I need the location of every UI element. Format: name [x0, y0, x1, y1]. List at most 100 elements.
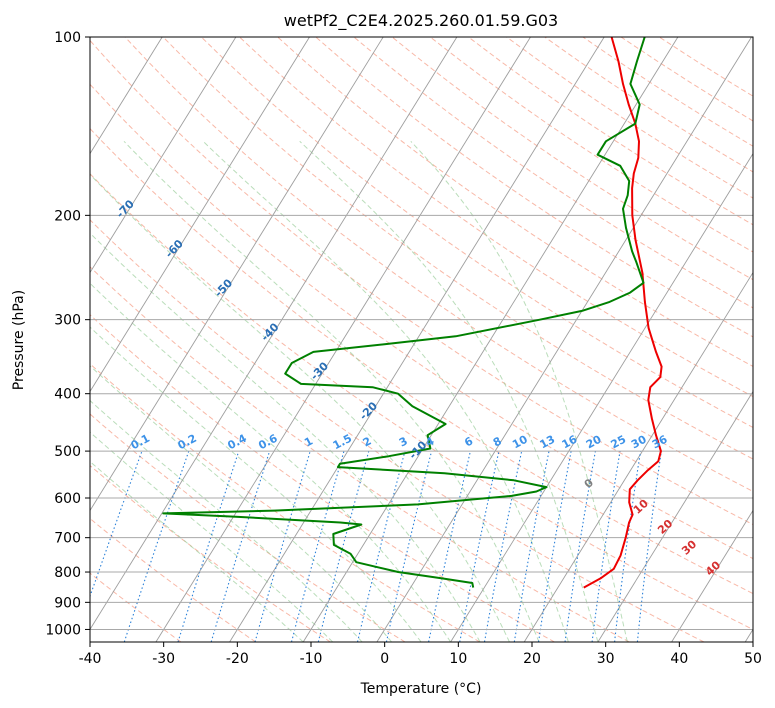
dry-adiabat-line	[90, 219, 705, 642]
moist-adiabat-line	[90, 431, 334, 642]
x-tick-label: 30	[597, 651, 615, 667]
dry-adiabat-line	[90, 517, 256, 642]
isotherm-line	[671, 509, 753, 642]
mixing-ratio-line	[614, 451, 642, 642]
x-tick-label: -10	[300, 651, 323, 667]
plot-frame	[89, 36, 754, 643]
dry-adiabat-line	[506, 37, 753, 199]
y-tick-label: 600	[54, 491, 81, 507]
dry-adiabat-line	[658, 37, 753, 97]
pressure-grid	[90, 37, 753, 630]
isotherm-line	[90, 37, 458, 631]
mixing-ratio-line	[290, 450, 345, 642]
isotherm-line	[229, 37, 605, 642]
isotherm-line	[597, 390, 753, 642]
mixing-ratio-label: 30	[629, 433, 649, 452]
background-line-labels: 0.1 0.2 0.4 0.6 1 1.5 2 3 4 6 8 10 13 16 20 25 30 3601020…	[64, 159, 724, 578]
dry-adiabat-line	[429, 37, 753, 253]
dry-adiabat-line	[90, 314, 555, 642]
mixing-ratio-line	[317, 450, 370, 642]
sounding-series	[162, 37, 663, 589]
background-lines	[90, 37, 753, 642]
dry-adiabat-line	[90, 83, 753, 560]
x-axis-label: Temperature (°C)	[360, 681, 482, 697]
y-tick-label: 500	[54, 444, 81, 460]
y-axis-label: Pressure (hPa)	[11, 290, 27, 390]
mixing-ratio-line	[177, 450, 240, 642]
moist-adiabat-line	[202, 140, 569, 642]
y-tick-label: 200	[54, 208, 81, 224]
dry-adiabat-line	[315, 37, 753, 338]
mixing-ratio-line	[123, 450, 190, 642]
dry-adiabat-line	[90, 173, 753, 630]
mixing-ratio-line	[254, 450, 311, 642]
mixing-ratio-label: 3	[397, 434, 410, 449]
x-tick-label: 20	[523, 651, 541, 667]
dry-adiabat-line	[200, 37, 753, 428]
dry-adiabat-line	[620, 37, 753, 122]
mixing-ratio-label: 0.4	[226, 432, 250, 453]
mixing-ratio-label: 0.2	[176, 432, 199, 453]
dry-adiabat-line	[90, 572, 182, 642]
mixing-ratio-label: 36	[650, 433, 670, 452]
mixing-ratio-line	[210, 450, 271, 642]
mixing-ratio-label: 8	[491, 434, 504, 449]
isotherm-label: -70	[114, 197, 137, 221]
y-tick-label: 800	[54, 565, 81, 581]
mixing-ratio-line	[564, 451, 596, 642]
mixing-ratio-label: 1	[302, 434, 315, 449]
mixing-ratio-line	[591, 451, 621, 642]
x-axis: -40 -30 -20 -10 0 10 20 30 40 50	[79, 642, 762, 667]
moist-adiabat-line	[123, 140, 540, 642]
isotherm-line	[523, 271, 753, 642]
dry-adiabat-line	[391, 37, 753, 281]
y-tick-label: 1000	[45, 622, 81, 638]
y-tick-label: 700	[54, 531, 81, 547]
mixing-ratio-line	[356, 450, 406, 642]
y-tick-label: 300	[54, 313, 81, 329]
isotherm-line	[376, 37, 752, 642]
mixing-ratio-label: 0.1	[129, 432, 152, 453]
dry-adiabat-line	[544, 37, 753, 173]
mixing-ratio-line	[459, 450, 500, 642]
isotherm-line	[90, 37, 310, 393]
mixing-ratio-line	[90, 450, 143, 598]
x-tick-label: 10	[449, 651, 467, 667]
isotherm-line	[450, 152, 753, 642]
dry-adiabat-line	[124, 37, 753, 492]
moist-adiabat-label: 40	[703, 558, 723, 578]
dry-adiabat-line	[353, 37, 753, 309]
isotherm-label: -80	[64, 159, 87, 183]
x-tick-label: -40	[79, 651, 102, 667]
x-tick-label: -20	[226, 651, 249, 667]
y-tick-label: 100	[54, 30, 81, 46]
mixing-ratio-line	[513, 450, 550, 642]
isotherm-label: -50	[212, 276, 235, 300]
mixing-ratio-label: 13	[538, 433, 558, 452]
dry-adiabat-line	[90, 39, 753, 526]
y-tick-label: 900	[54, 595, 81, 611]
dry-adiabat-line	[582, 37, 753, 147]
mixing-ratio-label: 20	[584, 433, 604, 452]
chart-title: wetPf2_C2E4.2025.260.01.59.G03	[284, 11, 558, 31]
y-axis: 100 200 300 400 500 600 700 800 900 1000	[45, 30, 90, 638]
moist-adiabat-line	[410, 140, 628, 642]
moist-adiabat-label: 20	[655, 517, 675, 537]
moist-adiabat-label: 0	[582, 476, 597, 491]
x-tick-label: -30	[152, 651, 175, 667]
isotherm-line	[90, 37, 384, 512]
y-tick-label: 400	[54, 387, 81, 403]
temperature-line	[583, 37, 663, 589]
mixing-ratio-label: 25	[609, 433, 629, 452]
isotherm-line	[90, 37, 237, 274]
dry-adiabat-line	[90, 464, 331, 642]
isotherm-label: -60	[163, 237, 186, 261]
mixing-ratio-line	[428, 450, 471, 642]
moist-adiabat-label: 10	[631, 497, 651, 517]
x-tick-label: 0	[380, 651, 389, 667]
dry-adiabat-line	[90, 363, 481, 642]
isotherm-line	[155, 37, 531, 642]
mixing-ratio-label: 16	[560, 433, 580, 452]
isotherm-line	[90, 37, 163, 155]
dry-adiabat-line	[277, 37, 753, 368]
